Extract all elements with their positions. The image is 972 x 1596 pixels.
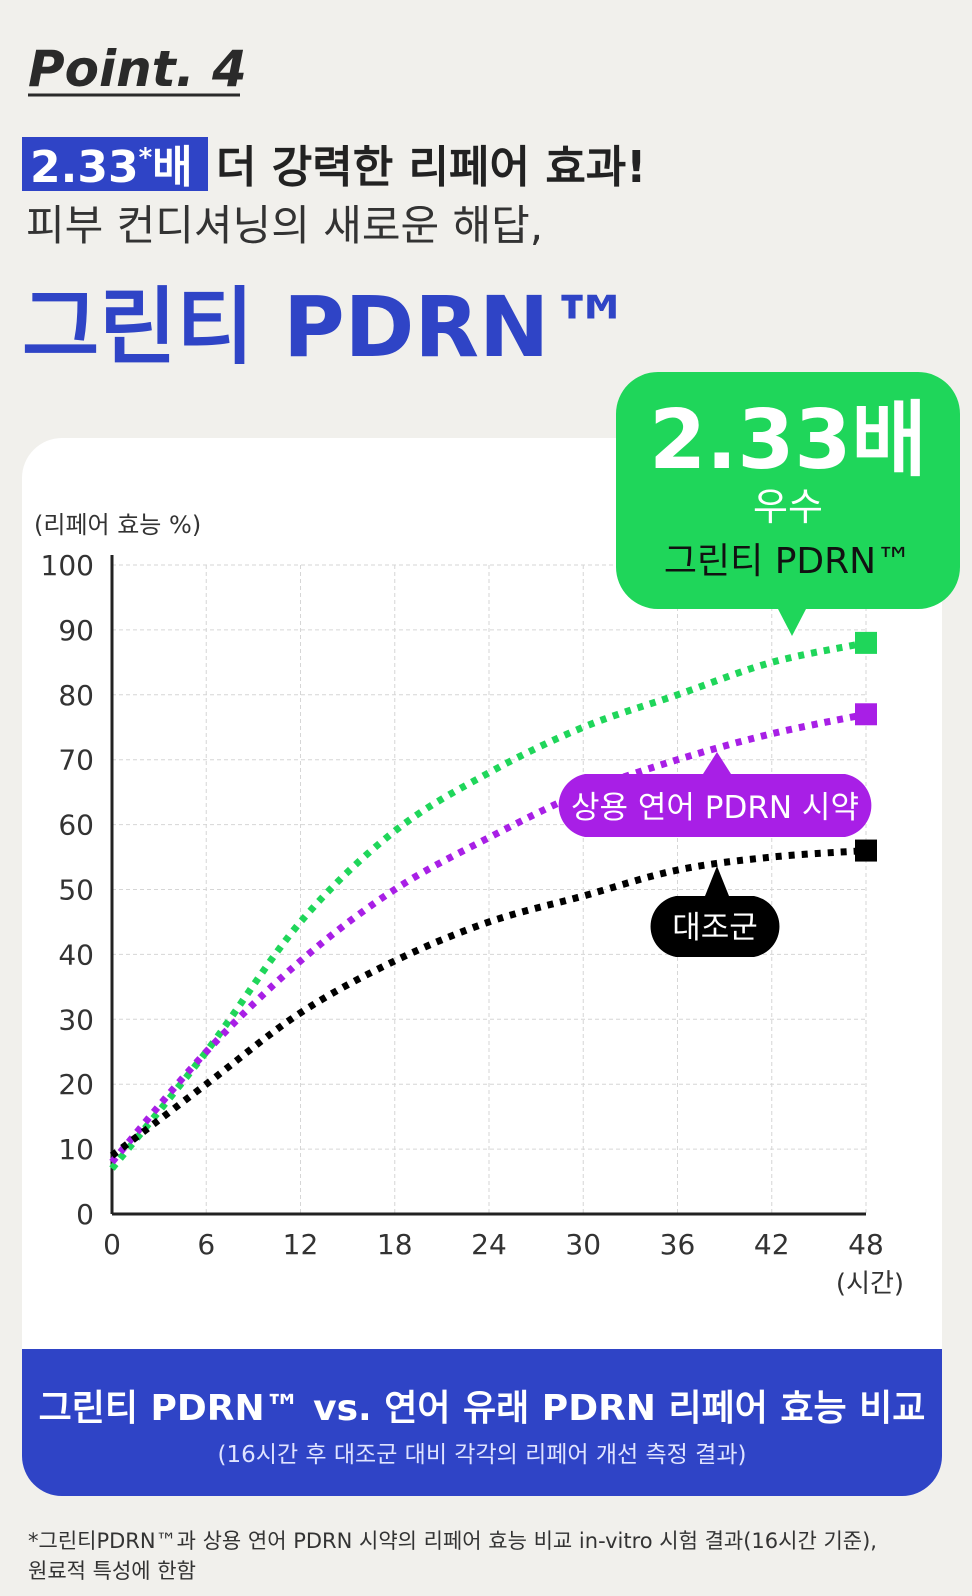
callout-box xyxy=(616,372,960,636)
x-tick-label: 18 xyxy=(377,1228,413,1261)
series-line xyxy=(109,847,867,1159)
y-tick-label: 20 xyxy=(58,1068,94,1101)
callout-text: 우수 xyxy=(753,485,823,529)
headline: 더 강력한 리페어 효과! xyxy=(216,142,646,193)
x-tick-label: 42 xyxy=(754,1228,790,1261)
x-tick-label: 36 xyxy=(660,1228,696,1261)
chart-card xyxy=(22,438,942,1496)
series-label: 그린티 PDRN™ xyxy=(664,541,912,582)
x-tick-label: 30 xyxy=(565,1228,601,1261)
highlight-number: 2.33 xyxy=(30,142,139,193)
brand: 그린티 PDRN™ xyxy=(22,278,633,376)
y-tick-label: 40 xyxy=(58,938,94,971)
footnote-line: *그린티PDRN™과 상용 연어 PDRN 시약의 리페어 효능 비교 in-v… xyxy=(28,1529,877,1553)
x-tick-label: 6 xyxy=(197,1228,215,1261)
y-axis-label: (리페어 효능 %) xyxy=(34,511,201,539)
series-line xyxy=(109,710,867,1165)
highlight-unit: 배 xyxy=(152,142,192,193)
series-label-box xyxy=(650,866,780,957)
highlight-mark: * xyxy=(139,143,153,173)
x-tick-label: 24 xyxy=(471,1228,507,1261)
footnote-line: 원료적 특성에 한함 xyxy=(28,1559,196,1583)
caption-note: (16시간 후 대조군 대비 각각의 리페어 개선 측정 결과) xyxy=(218,1442,747,1468)
end-marker xyxy=(855,631,877,654)
callout-value: 2.33배 xyxy=(649,393,927,488)
caption-banner xyxy=(22,1349,942,1496)
plot: 0 10 20 30 40 50 60 70 80 90 100 0 6 12 18 24 30 36 42 48 2.… xyxy=(41,372,960,1261)
y-tick-label: 10 xyxy=(58,1133,94,1166)
y-tick-label: 60 xyxy=(58,809,94,842)
series-label: 대조군 xyxy=(672,910,758,946)
series-label-box xyxy=(558,752,872,837)
end-marker xyxy=(855,703,877,726)
x-tick-label: 48 xyxy=(848,1228,884,1261)
end-marker xyxy=(855,839,877,862)
y-tick-label: 80 xyxy=(58,679,94,712)
series-label: 상용 연어 PDRN 시약 xyxy=(571,790,859,826)
point-label: Point. 4 xyxy=(28,40,247,98)
series-line xyxy=(109,639,867,1171)
x-tick-label: 12 xyxy=(283,1228,319,1261)
y-tick-label: 50 xyxy=(58,874,94,907)
headline-highlight: 2.33*배 xyxy=(30,142,193,193)
highlight-box xyxy=(22,137,208,191)
y-tick-label: 100 xyxy=(41,549,94,582)
subtitle: 피부 컨디셔닝의 새로운 해답, xyxy=(26,201,543,250)
y-tick-label: 70 xyxy=(58,744,94,777)
y-tick-label: 30 xyxy=(58,1003,94,1036)
caption: 그린티 PDRN™ vs. 연어 유래 PDRN 리페어 효능 비교 xyxy=(39,1388,926,1429)
x-axis-label: (시간) xyxy=(836,1269,904,1299)
y-tick-label: 90 xyxy=(58,614,94,647)
y-tick-label: 0 xyxy=(76,1198,94,1231)
x-tick-label: 0 xyxy=(103,1228,121,1261)
